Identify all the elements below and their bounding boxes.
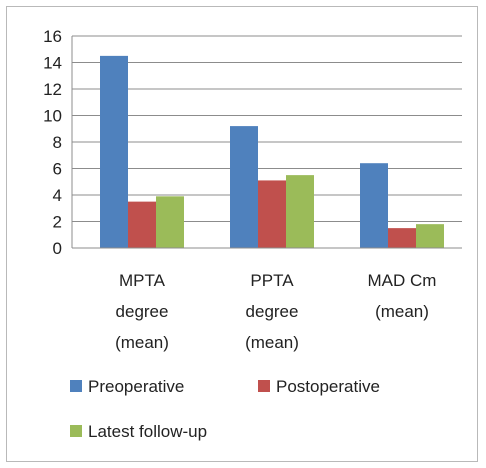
bar bbox=[258, 180, 286, 248]
legend-label: Preoperative bbox=[88, 377, 184, 396]
bar bbox=[156, 196, 184, 248]
bar bbox=[100, 55, 128, 248]
bar bbox=[230, 126, 258, 248]
legend-swatch bbox=[70, 380, 82, 392]
y-tick-label: 14 bbox=[43, 54, 62, 73]
y-tick-label: 6 bbox=[53, 160, 62, 179]
legend-swatch bbox=[258, 380, 270, 392]
x-category-label: MAD Cm (mean) bbox=[368, 271, 437, 321]
x-category-label: MPTA degree (mean) bbox=[115, 271, 169, 352]
x-category-label: PPTA degree (mean) bbox=[245, 271, 299, 352]
y-tick-label: 2 bbox=[53, 213, 62, 232]
y-tick-label: 4 bbox=[53, 186, 62, 205]
y-axis-tick-labels: 0 2 4 6 8 10 12 14 16 bbox=[43, 27, 62, 258]
x-axis-category-labels: MPTA degree (mean) PPTA degree (mean) MAD Cm (m… bbox=[115, 271, 436, 352]
y-tick-label: 10 bbox=[43, 107, 62, 126]
axes bbox=[71, 36, 462, 249]
legend: Preoperative Postoperative Latest follow-u… bbox=[70, 377, 380, 441]
legend-label: Postoperative bbox=[276, 377, 380, 396]
y-tick-label: 16 bbox=[43, 27, 62, 46]
bar bbox=[416, 224, 444, 248]
bar bbox=[128, 201, 156, 248]
legend-swatch bbox=[70, 425, 82, 437]
bar bbox=[286, 175, 314, 248]
y-tick-label: 0 bbox=[53, 239, 62, 258]
y-tick-label: 12 bbox=[43, 80, 62, 99]
y-tick-label: 8 bbox=[53, 133, 62, 152]
legend-label: Latest follow-up bbox=[88, 422, 207, 441]
bar bbox=[388, 228, 416, 248]
bars bbox=[100, 55, 444, 248]
bar bbox=[360, 163, 388, 248]
